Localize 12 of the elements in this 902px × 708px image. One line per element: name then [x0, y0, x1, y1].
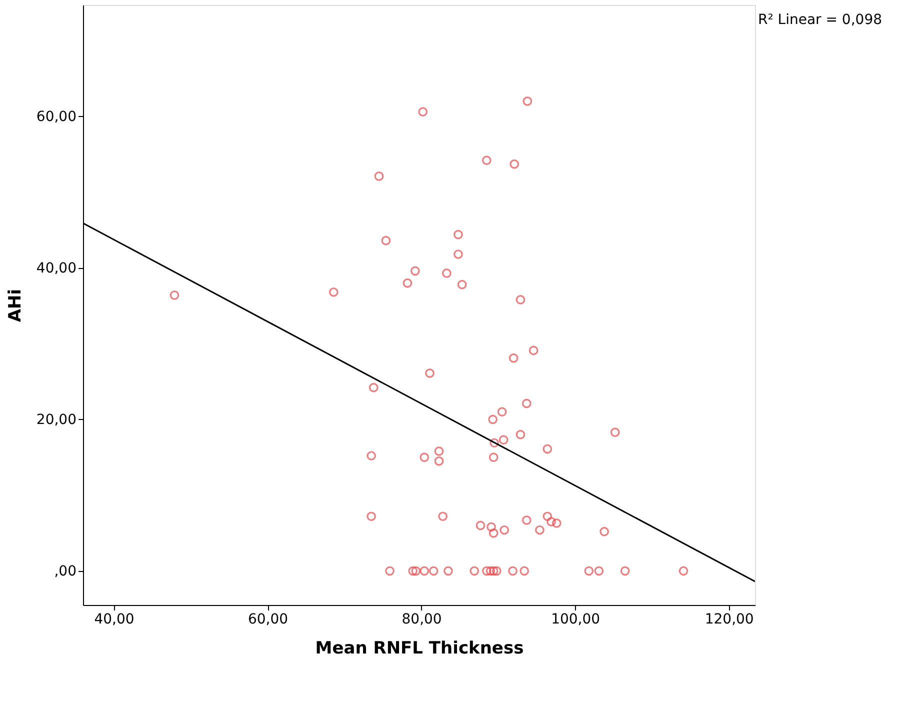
x-tick-label: 120,00 — [704, 612, 754, 628]
y-tick-label: 40,00 — [36, 260, 76, 276]
x-tick-label: 80,00 — [402, 612, 442, 628]
x-axis-title: Mean RNFL Thickness — [315, 638, 524, 658]
x-tick-label: 40,00 — [94, 612, 134, 628]
y-tick-label: 20,00 — [36, 412, 76, 428]
x-tick-label: 60,00 — [248, 612, 288, 628]
y-axis-title: AHi — [5, 288, 26, 322]
y-tick-label: ,00 — [54, 563, 76, 580]
y-tick-label: 60,00 — [36, 108, 76, 125]
x-tick-label: 100,00 — [551, 612, 600, 628]
text: R² Linear = 0,098 — [758, 12, 882, 28]
